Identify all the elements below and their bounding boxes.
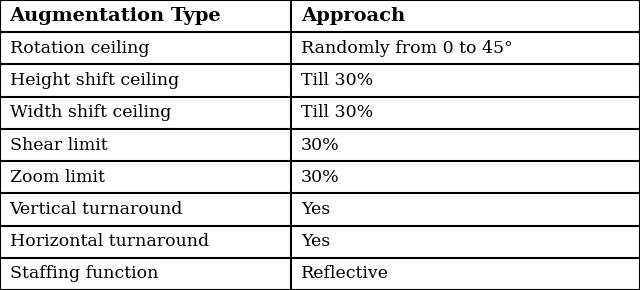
Text: Approach: Approach [301,7,405,25]
Text: Height shift ceiling: Height shift ceiling [10,72,179,89]
Text: Randomly from 0 to 45°: Randomly from 0 to 45° [301,40,513,57]
Text: Zoom limit: Zoom limit [10,169,104,186]
Text: Vertical turnaround: Vertical turnaround [10,201,183,218]
Text: Width shift ceiling: Width shift ceiling [10,104,171,121]
Text: Till 30%: Till 30% [301,72,373,89]
Text: 30%: 30% [301,169,340,186]
Text: Horizontal turnaround: Horizontal turnaround [10,233,209,250]
Text: Shear limit: Shear limit [10,137,108,153]
Text: Staffing function: Staffing function [10,265,158,282]
Text: Yes: Yes [301,233,330,250]
Text: 30%: 30% [301,137,340,153]
Text: Till 30%: Till 30% [301,104,373,121]
Text: Reflective: Reflective [301,265,389,282]
Text: Yes: Yes [301,201,330,218]
Text: Rotation ceiling: Rotation ceiling [10,40,149,57]
Text: Augmentation Type: Augmentation Type [10,7,221,25]
